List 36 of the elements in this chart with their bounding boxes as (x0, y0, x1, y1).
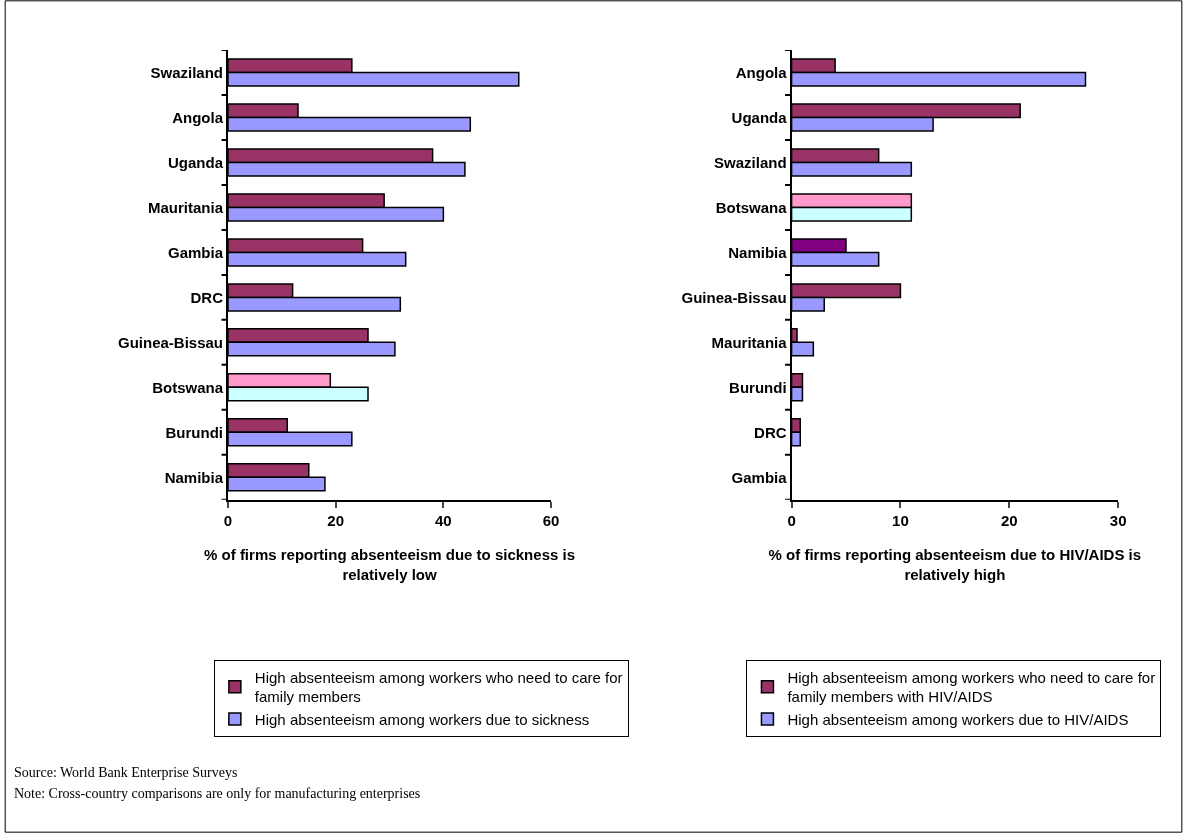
y-tick-label: Botswana (715, 198, 788, 216)
y-tick-label: Botswana (152, 378, 224, 396)
x-tick-label: 20 (327, 511, 345, 529)
legend-label: High absenteeism among workers due to sickness (254, 710, 590, 728)
y-tick-label: DRC (190, 288, 224, 306)
y-tick-label: Namibia (164, 468, 224, 486)
legend-label: High absenteeism among workers who need to care for family members (254, 668, 623, 706)
x-tick-label: 60 (542, 511, 560, 529)
y-tick-label: Swaziland (150, 63, 224, 81)
x-tick-label: 10 (892, 511, 909, 529)
y-tick-label: Guinea-Bissau (117, 333, 224, 351)
y-tick-label: Gambia (167, 243, 224, 261)
y-tick-label: Uganda (167, 153, 224, 171)
x-tick-label: 20 (1000, 511, 1018, 529)
y-tick-label: Gambia (731, 468, 788, 486)
x-axis-title: % of firms reporting absenteeism due to sickness is relatively low (204, 546, 576, 583)
x-tick-label: 0 (787, 511, 796, 529)
y-tick-label: Burundi (729, 378, 787, 396)
y-tick-label: Namibia (728, 243, 788, 261)
legend-label: High absenteeism among workers who need to care for family members with HIV/AIDS (787, 668, 1156, 706)
source-note: Source: World Bank Enterprise Surveys (14, 765, 238, 780)
y-tick-label: Guinea-Bissau (681, 288, 787, 306)
x-axis-title: % of firms reporting absenteeism due to HIV/AIDS is relatively high (768, 546, 1142, 583)
y-tick-label: Mauritania (147, 198, 224, 216)
x-tick-label: 30 (1109, 511, 1127, 529)
y-tick-label: Angola (172, 108, 224, 126)
y-tick-label: DRC (754, 423, 787, 441)
y-tick-label: Uganda (731, 108, 788, 126)
legend-label: High absenteeism among workers due to HIV/AIDS (787, 710, 1129, 728)
x-tick-label: 0 (223, 511, 233, 529)
y-tick-label: Burundi (165, 423, 224, 441)
x-tick-label: 40 (435, 511, 452, 529)
y-tick-label: Angola (735, 63, 788, 81)
y-tick-label: Mauritania (711, 333, 788, 351)
y-tick-label: Swaziland (714, 153, 787, 171)
text: Note: Cross-country comparisons are only for manufacturing enterprises (14, 786, 421, 801)
